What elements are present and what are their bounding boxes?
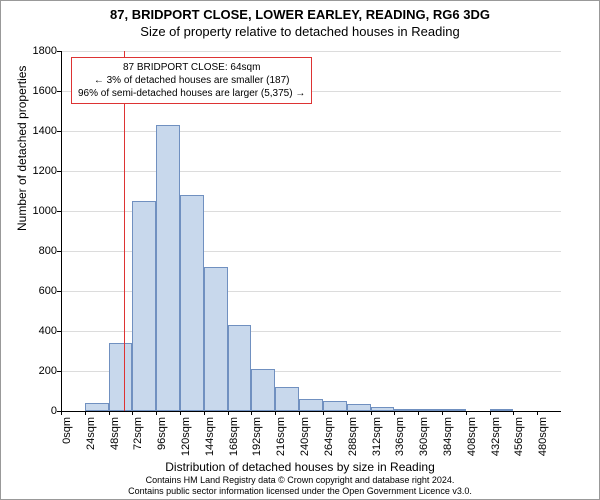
chart-container: 87, BRIDPORT CLOSE, LOWER EARLEY, READIN… <box>0 0 600 500</box>
y-axis-title: Number of detached properties <box>15 66 29 231</box>
x-tick-label: 264sqm <box>323 417 335 456</box>
x-tick-label: 408sqm <box>466 417 478 456</box>
grid-line <box>61 171 561 172</box>
y-tick-label: 600 <box>39 285 61 297</box>
x-tick-label: 192sqm <box>251 417 263 456</box>
histogram-bar <box>347 404 371 411</box>
x-tick-label: 48sqm <box>109 417 121 450</box>
x-tick-label: 0sqm <box>61 417 73 444</box>
histogram-bar <box>85 403 109 411</box>
y-tick-label: 200 <box>39 365 61 377</box>
x-tick-label: 144sqm <box>204 417 216 456</box>
y-tick-label: 400 <box>39 325 61 337</box>
plot-area: 0200400600800100012001400160018000sqm24s… <box>61 51 561 411</box>
histogram-bar <box>156 125 180 411</box>
y-tick-label: 1800 <box>33 45 61 57</box>
x-tick-label: 336sqm <box>394 417 406 456</box>
reference-line <box>124 51 125 411</box>
y-tick-label: 1600 <box>33 85 61 97</box>
grid-line <box>61 51 561 52</box>
y-tick-label: 1000 <box>33 205 61 217</box>
x-tick-label: 360sqm <box>418 417 430 456</box>
histogram-bar <box>180 195 204 411</box>
annotation-box: 87 BRIDPORT CLOSE: 64sqm ← 3% of detache… <box>71 57 312 104</box>
x-tick-label: 312sqm <box>371 417 383 456</box>
y-tick-label: 0 <box>51 405 61 417</box>
histogram-bar <box>204 267 228 411</box>
grid-line <box>61 131 561 132</box>
histogram-bar <box>251 369 275 411</box>
footer-line1: Contains HM Land Registry data © Crown c… <box>1 475 599 486</box>
x-tick-label: 24sqm <box>85 417 97 450</box>
annotation-line3: 96% of semi-detached houses are larger (… <box>78 87 305 100</box>
chart-title-line1: 87, BRIDPORT CLOSE, LOWER EARLEY, READIN… <box>1 7 599 22</box>
y-tick-label: 800 <box>39 245 61 257</box>
annotation-line2: ← 3% of detached houses are smaller (187… <box>78 74 305 87</box>
histogram-bar <box>109 343 133 411</box>
x-tick-label: 96sqm <box>156 417 168 450</box>
y-tick-label: 1400 <box>33 125 61 137</box>
histogram-bar <box>132 201 156 411</box>
x-tick-label: 72sqm <box>132 417 144 450</box>
x-tick-label: 480sqm <box>537 417 549 456</box>
histogram-bar <box>228 325 252 411</box>
chart-title-line2: Size of property relative to detached ho… <box>1 24 599 39</box>
annotation-line1: 87 BRIDPORT CLOSE: 64sqm <box>78 61 305 74</box>
x-axis-title: Distribution of detached houses by size … <box>1 460 599 474</box>
x-tick-label: 168sqm <box>228 417 240 456</box>
x-tick-label: 456sqm <box>513 417 525 456</box>
y-tick-label: 1200 <box>33 165 61 177</box>
histogram-bar <box>275 387 299 411</box>
histogram-bar <box>323 401 347 411</box>
x-tick-label: 120sqm <box>180 417 192 456</box>
x-tick-label: 240sqm <box>299 417 311 456</box>
x-tick-label: 432sqm <box>490 417 502 456</box>
x-tick-label: 384sqm <box>442 417 454 456</box>
y-axis-line <box>61 51 62 411</box>
x-tick-label: 288sqm <box>347 417 359 456</box>
x-axis-line <box>61 411 561 412</box>
footer: Contains HM Land Registry data © Crown c… <box>1 475 599 497</box>
histogram-bar <box>299 399 323 411</box>
footer-line2: Contains public sector information licen… <box>1 486 599 497</box>
x-tick-label: 216sqm <box>275 417 287 456</box>
